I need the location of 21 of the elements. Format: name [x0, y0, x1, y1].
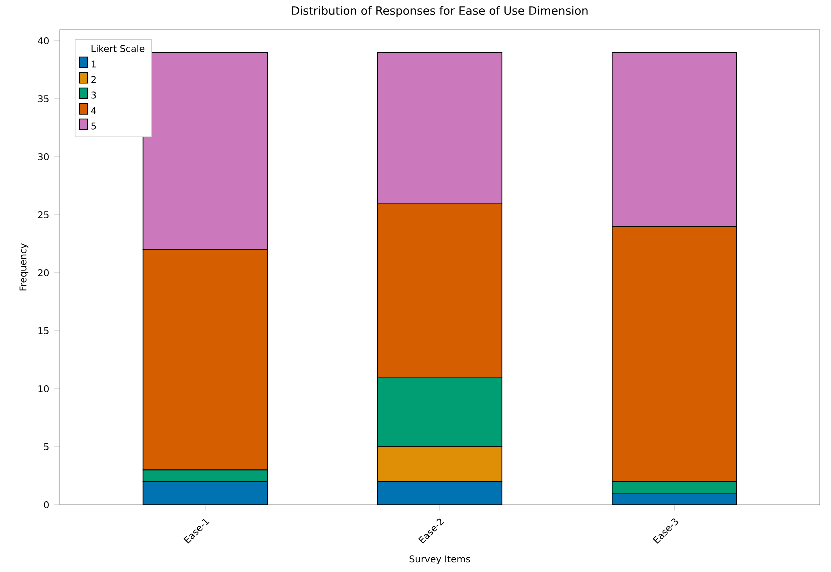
legend-label: 3: [92, 92, 96, 99]
legend-label: 2: [92, 76, 96, 84]
y-tick-label: 20: [38, 269, 49, 277]
y-tick-label: 5: [44, 444, 49, 450]
legend-label: 5: [92, 122, 96, 130]
y-tick-label: 15: [38, 328, 49, 334]
y-tick-label: 10: [38, 385, 49, 393]
bar: [377, 481, 503, 506]
y-tick-label: 40: [38, 37, 49, 45]
y-tick-label: 0: [44, 501, 49, 509]
y-tick-label: 25: [38, 211, 49, 219]
y-tick-label: 35: [38, 95, 49, 103]
chart-title: Distribution of Responses for Ease of Use Dimension: [292, 6, 588, 18]
legend-label: 4: [91, 107, 96, 114]
bar: [612, 493, 738, 506]
y-axis-title: Frequency: [20, 244, 29, 291]
x-axis-title: Survey Items: [410, 556, 470, 565]
legend-label: 1: [92, 60, 96, 68]
y-tick-label: 30: [38, 153, 49, 161]
legend-title: Likert Scale: [92, 45, 145, 52]
bar: [142, 481, 268, 506]
